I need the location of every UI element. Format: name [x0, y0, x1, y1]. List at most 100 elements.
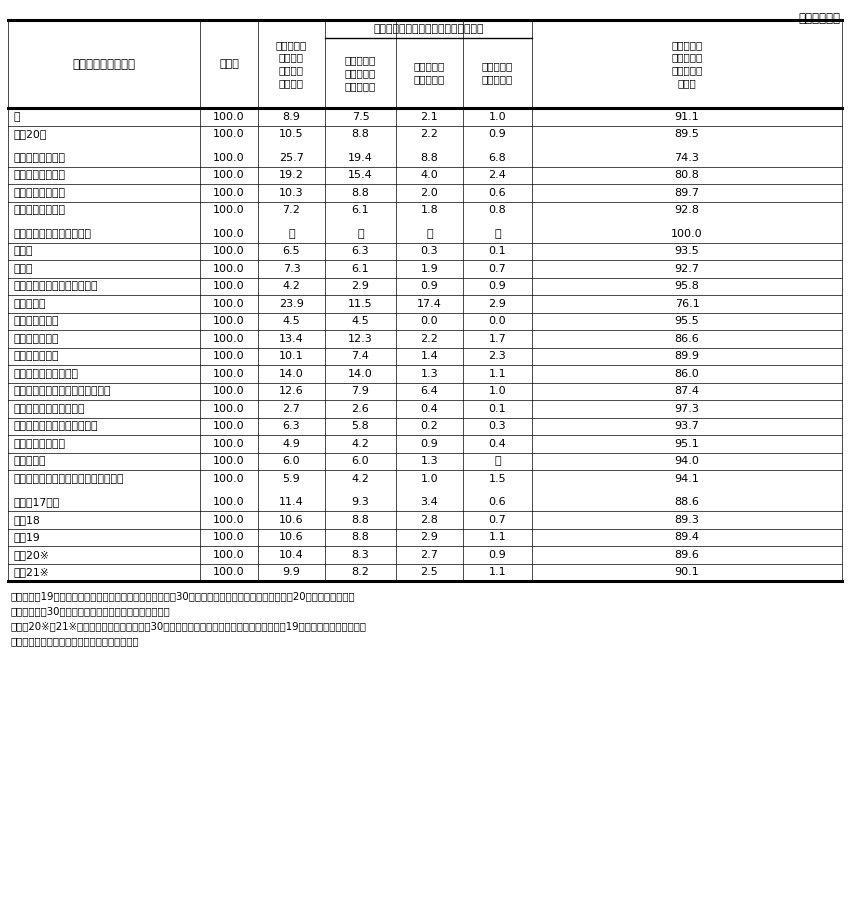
Text: 0.9: 0.9 — [421, 281, 439, 291]
Text: 4.9: 4.9 — [282, 439, 300, 449]
Text: 0.9: 0.9 — [489, 281, 507, 291]
Text: 92.8: 92.8 — [675, 206, 700, 216]
Text: 8.2: 8.2 — [352, 568, 370, 577]
Text: 4.0: 4.0 — [421, 171, 439, 180]
Text: 100.0: 100.0 — [213, 515, 245, 524]
Text: 100.0: 100.0 — [213, 264, 245, 274]
Text: 0.0: 0.0 — [421, 316, 439, 326]
Text: 0.0: 0.0 — [489, 316, 507, 326]
Text: 宿泊業，飲食サービス業: 宿泊業，飲食サービス業 — [13, 404, 84, 414]
Text: 0.4: 0.4 — [421, 404, 439, 414]
Text: 7.9: 7.9 — [352, 386, 370, 396]
Text: 7.4: 7.4 — [352, 351, 370, 361]
Text: 0.1: 0.1 — [489, 246, 507, 256]
Text: 89.4: 89.4 — [675, 533, 700, 542]
Text: 18: 18 — [13, 515, 40, 524]
Text: 13.4: 13.4 — [279, 334, 303, 344]
Text: 4.2: 4.2 — [282, 281, 300, 291]
Text: 8.8: 8.8 — [352, 188, 370, 198]
Text: 89.7: 89.7 — [675, 188, 700, 198]
Text: 1.1: 1.1 — [489, 533, 507, 542]
Text: 8.8: 8.8 — [352, 515, 370, 524]
Text: 94.0: 94.0 — [675, 456, 700, 466]
Text: 0.7: 0.7 — [489, 515, 507, 524]
Text: 9.3: 9.3 — [352, 497, 370, 507]
Text: 生活関連サービス業，娯楽業: 生活関連サービス業，娯楽業 — [13, 421, 98, 431]
Text: 100.0: 100.0 — [213, 421, 245, 431]
Text: 電気・ガス・熱供給・水道業: 電気・ガス・熱供給・水道業 — [13, 281, 98, 291]
Text: 100.0: 100.0 — [213, 497, 245, 507]
Text: 2.9: 2.9 — [421, 533, 439, 542]
Text: ３００～９９９人: ３００～９９９人 — [13, 171, 65, 180]
Text: （単位：％）: （単位：％） — [798, 12, 840, 25]
Text: 95.8: 95.8 — [675, 281, 700, 291]
Text: 100.0: 100.0 — [213, 334, 245, 344]
Text: －: － — [357, 229, 364, 239]
Text: 100.0: 100.0 — [213, 386, 245, 396]
Text: 1.0: 1.0 — [489, 386, 507, 396]
Text: 2.2: 2.2 — [421, 334, 439, 344]
Text: －: － — [494, 456, 501, 466]
Text: 17.4: 17.4 — [417, 299, 442, 309]
Text: 21※: 21※ — [13, 568, 48, 577]
Text: 0.9: 0.9 — [489, 129, 507, 139]
Text: 2.2: 2.2 — [421, 129, 439, 139]
Text: 鉱業，採石業，砂利採取業: 鉱業，採石業，砂利採取業 — [13, 229, 91, 239]
Text: 89.9: 89.9 — [675, 351, 700, 361]
Text: 76.1: 76.1 — [675, 299, 700, 309]
Text: 10.3: 10.3 — [279, 188, 303, 198]
Text: 100.0: 100.0 — [213, 299, 245, 309]
Text: みなし労働
時間制を採
用していな
い企業: みなし労働 時間制を採 用していな い企業 — [672, 40, 703, 88]
Text: 100.0: 100.0 — [213, 533, 245, 542]
Text: 100.0: 100.0 — [213, 550, 245, 559]
Text: 1.1: 1.1 — [489, 369, 507, 379]
Text: 80.8: 80.8 — [675, 171, 700, 180]
Text: 95.1: 95.1 — [675, 439, 700, 449]
Text: 2.1: 2.1 — [421, 111, 439, 122]
Text: 1.3: 1.3 — [421, 456, 439, 466]
Text: 0.9: 0.9 — [421, 439, 439, 449]
Text: 8.8: 8.8 — [352, 533, 370, 542]
Text: 100.0: 100.0 — [213, 474, 245, 484]
Text: 2.8: 2.8 — [421, 515, 439, 524]
Text: 卸売業，小売業: 卸売業，小売業 — [13, 334, 59, 344]
Text: 1.3: 1.3 — [421, 369, 439, 379]
Text: 1.8: 1.8 — [421, 206, 439, 216]
Text: 建設業: 建設業 — [13, 246, 32, 256]
Text: 93.7: 93.7 — [675, 421, 700, 431]
Text: 94.1: 94.1 — [675, 474, 700, 484]
Text: 0.6: 0.6 — [489, 188, 507, 198]
Text: 製造業: 製造業 — [13, 264, 32, 274]
Text: 計: 計 — [13, 111, 20, 122]
Text: 100.0: 100.0 — [213, 456, 245, 466]
Text: 6.1: 6.1 — [352, 206, 369, 216]
Text: 23.9: 23.9 — [279, 299, 304, 309]
Text: 1.5: 1.5 — [489, 474, 507, 484]
Text: 12.6: 12.6 — [279, 386, 303, 396]
Text: 1.4: 1.4 — [421, 351, 439, 361]
Text: 2.7: 2.7 — [282, 404, 300, 414]
Text: 事業場外労
働のみなし
労働時間制: 事業場外労 働のみなし 労働時間制 — [345, 55, 376, 91]
Text: 4.5: 4.5 — [282, 316, 300, 326]
Text: 10.6: 10.6 — [279, 515, 303, 524]
Text: 医療，福祉: 医療，福祉 — [13, 456, 46, 466]
Text: 0.7: 0.7 — [489, 264, 507, 274]
Text: 5.9: 5.9 — [282, 474, 300, 484]
Text: 2.7: 2.7 — [421, 550, 439, 559]
Text: 89.6: 89.6 — [675, 550, 700, 559]
Text: 10.6: 10.6 — [279, 533, 303, 542]
Text: 6.0: 6.0 — [352, 456, 369, 466]
Text: 92.7: 92.7 — [675, 264, 700, 274]
Text: 86.6: 86.6 — [675, 334, 700, 344]
Text: 100.0: 100.0 — [213, 153, 245, 163]
Text: 1.0: 1.0 — [489, 111, 507, 122]
Text: 91.1: 91.1 — [675, 111, 700, 122]
Text: 100.0: 100.0 — [213, 281, 245, 291]
Text: 8.9: 8.9 — [282, 111, 300, 122]
Text: １，０００人以上: １，０００人以上 — [13, 153, 65, 163]
Text: 20※、21※は、「本社の常用労働者が30人以上の民営企業」で集計したものであり、19年以前の結果と時系列で: 20※、21※は、「本社の常用労働者が30人以上の民営企業」で集計したものであり… — [11, 621, 367, 631]
Text: 0.9: 0.9 — [489, 550, 507, 559]
Text: 6.3: 6.3 — [283, 421, 300, 431]
Text: 専門業務型
裁量労働制: 専門業務型 裁量労働制 — [414, 62, 445, 84]
Text: 87.4: 87.4 — [675, 386, 700, 396]
